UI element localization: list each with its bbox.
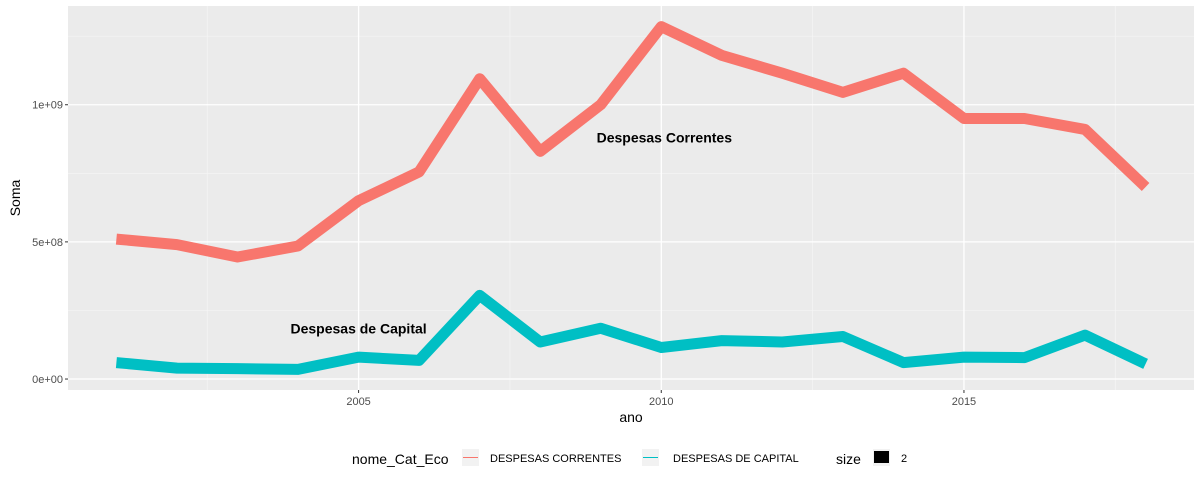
major-gridlines (68, 6, 1194, 390)
legend-size-label: 2 (901, 453, 907, 465)
x-tick-label: 2015 (952, 396, 976, 408)
y-tick-label: 5e+08 (32, 237, 63, 249)
series-line-1 (115, 289, 1148, 375)
legend-color-title: nome_Cat_Eco (352, 451, 449, 467)
x-axis-title: ano (619, 409, 643, 425)
x-tick-label: 2005 (346, 396, 370, 408)
legend-size-title: size (836, 451, 861, 467)
annotations-layer: Despesas Correntes Despesas de Capital (290, 130, 732, 337)
series-layer (115, 21, 1150, 375)
x-axis-ticks: 2005 2010 2015 (346, 390, 976, 408)
minor-gridlines (68, 6, 1194, 390)
x-tick-label: 2010 (649, 396, 673, 408)
legend: nome_Cat_Eco DESPESAS CORRENTES DESPESAS… (352, 449, 907, 467)
legend-size-swatch (874, 451, 889, 463)
y-axis-title: Soma (7, 180, 23, 217)
legend-label-capital: DESPESAS DE CAPITAL (673, 453, 799, 465)
y-axis-ticks: 0e+00 5e+08 1e+09 (32, 100, 68, 386)
annotation-label: Despesas de Capital (290, 320, 426, 336)
y-tick-label: 0e+00 (32, 374, 63, 386)
series-line-0 (115, 21, 1150, 263)
annotation-label: Despesas Correntes (597, 130, 733, 146)
legend-label-correntes: DESPESAS CORRENTES (490, 453, 621, 465)
y-tick-label: 1e+09 (32, 100, 63, 112)
